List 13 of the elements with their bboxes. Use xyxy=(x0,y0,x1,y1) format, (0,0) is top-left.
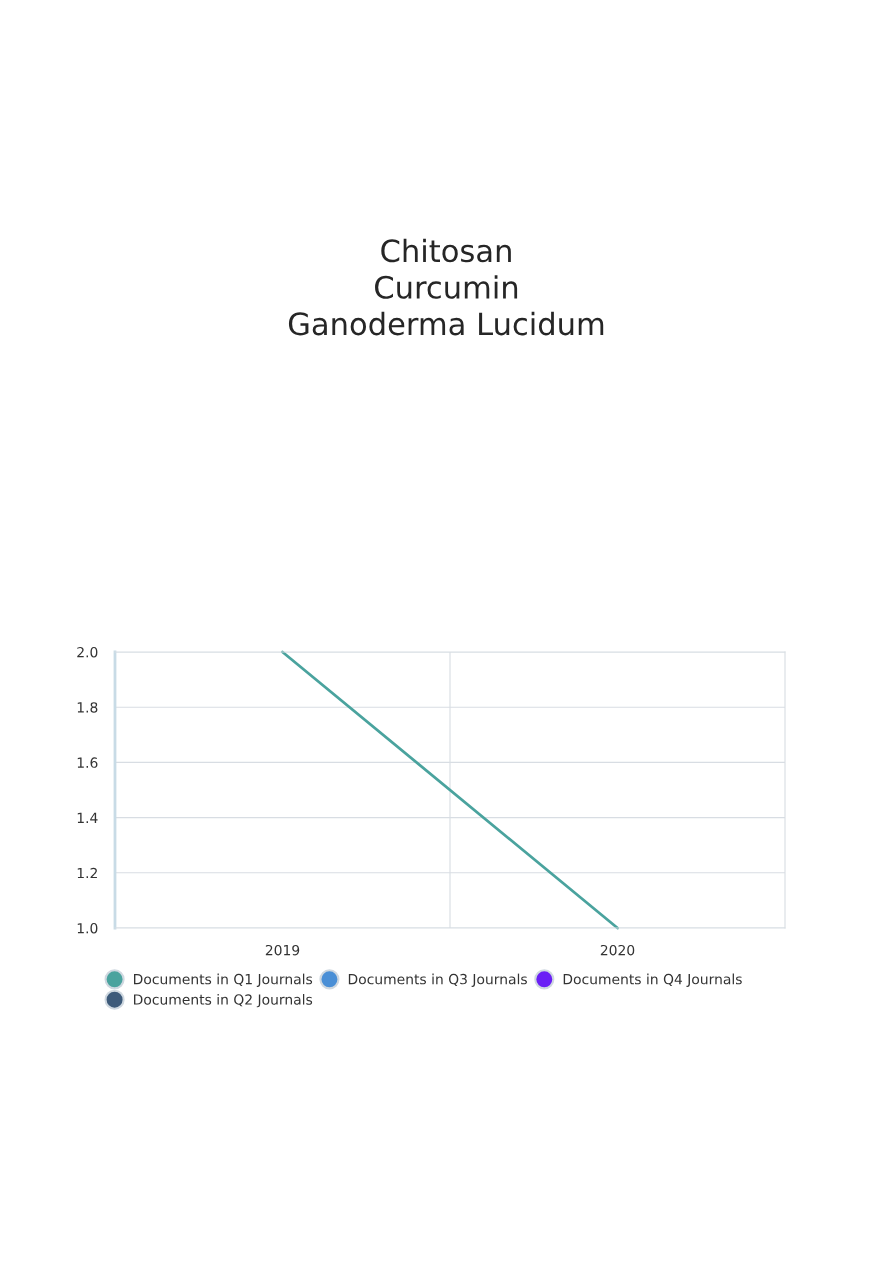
legend-label: Documents in Q1 Journals xyxy=(134,973,313,987)
chart-title: Chitosan Curcumin Ganoderma Lucidum xyxy=(288,238,604,336)
y-tick-label: 1.2 xyxy=(77,867,97,879)
y-tick-label: 1.8 xyxy=(77,702,98,713)
legend-label: Documents in Q3 Journals xyxy=(348,973,527,987)
y-tick-label: 1.0 xyxy=(77,922,98,934)
x-tick-label: 2019 xyxy=(265,944,300,956)
legend-label: Documents in Q4 Journals xyxy=(563,973,742,987)
y-tick-label: 2.0 xyxy=(77,646,98,658)
y-tick-label: 1.4 xyxy=(77,812,98,823)
y-tick-label: 1.6 xyxy=(77,757,98,768)
legend-label: Documents in Q2 Journals xyxy=(134,994,313,1008)
x-tick-label: 2020 xyxy=(600,944,635,956)
